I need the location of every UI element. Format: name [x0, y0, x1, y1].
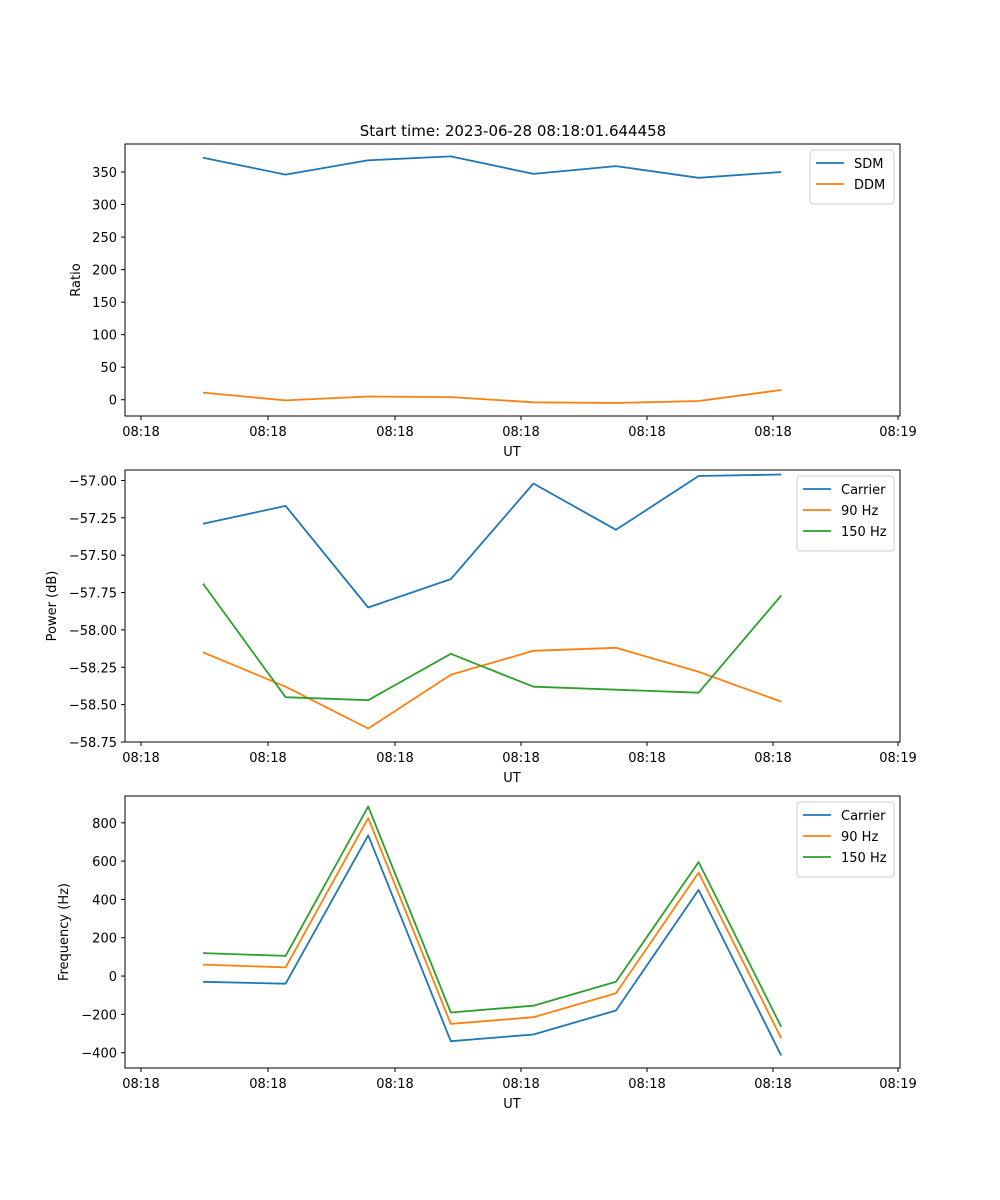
legend-label: Carrier	[841, 483, 886, 498]
axes-frame	[124, 469, 901, 743]
series-line-sdm	[202, 155, 782, 179]
x-tick-label: 08:18	[502, 425, 539, 440]
legend-label: 90 Hz	[841, 830, 878, 845]
chart-panel-1: 08:18 08:18 08:18 08:18 08:18 08:18 08:19 0 50 10…	[69, 143, 917, 460]
y-tick-label: 400	[92, 893, 117, 908]
y-axis-label: Frequency (Hz)	[57, 883, 72, 981]
x-tick-label: 08:18	[754, 425, 791, 440]
x-tick-label: 08:18	[376, 425, 413, 440]
y-tick-label: −57.75	[69, 587, 117, 602]
y-tick-label: 0	[109, 394, 117, 409]
y-axis-label: Ratio	[69, 263, 84, 296]
legend: Carrier 90 Hz 150 Hz	[796, 475, 895, 552]
x-tick-label: 08:18	[754, 751, 791, 766]
legend-label: 90 Hz	[841, 504, 878, 519]
legend-label: SDM	[854, 157, 883, 172]
y-tick-label: 100	[92, 329, 117, 344]
legend: Carrier 90 Hz 150 Hz	[796, 801, 895, 878]
x-tick-label: 08:19	[879, 1077, 916, 1092]
x-tick-label: 08:18	[249, 425, 286, 440]
x-tick-label: 08:18	[376, 751, 413, 766]
y-tick-label: −58.00	[69, 624, 117, 639]
axes-frame	[124, 795, 901, 1069]
series-line-150-hz	[202, 805, 783, 1028]
x-tick-label: 08:18	[249, 1077, 286, 1092]
x-tick-label: 08:18	[502, 1077, 539, 1092]
x-tick-label: 08:18	[628, 751, 665, 766]
y-tick-label: −57.25	[69, 512, 117, 527]
legend-label: 150 Hz	[841, 851, 887, 866]
legend: SDM DDM	[809, 149, 895, 205]
plots: 08:18 08:18 08:18 08:18 08:18 08:18 08:19 0 50 10…	[45, 143, 917, 1112]
legend-label: Carrier	[841, 809, 886, 824]
chart-panel-3: 08:18 08:18 08:18 08:18 08:18 08:18 08:19 −400 −…	[57, 795, 917, 1112]
x-tick-label: 08:18	[754, 1077, 791, 1092]
series-line-carrier	[202, 473, 782, 609]
legend-label: 150 Hz	[841, 525, 887, 540]
y-tick-label: 300	[92, 199, 117, 214]
x-tick-label: 08:18	[249, 751, 286, 766]
y-tick-label: −58.25	[69, 661, 117, 676]
y-tick-label: 800	[92, 817, 117, 832]
legend-box	[796, 801, 895, 878]
legend-label: DDM	[854, 178, 885, 193]
x-tick-label: 08:18	[502, 751, 539, 766]
y-tick-label: −57.00	[69, 474, 117, 489]
y-tick-label: −400	[81, 1047, 117, 1062]
x-tick-label: 08:18	[122, 1077, 159, 1092]
y-tick-label: −200	[81, 1008, 117, 1023]
x-tick-label: 08:18	[376, 1077, 413, 1092]
x-tick-label: 08:18	[628, 425, 665, 440]
y-tick-label: 200	[92, 264, 117, 279]
x-tick-label: 08:19	[879, 751, 916, 766]
series-line-90-hz	[202, 817, 783, 1039]
y-tick-label: −58.50	[69, 699, 117, 714]
x-axis-label: UT	[503, 1097, 521, 1112]
x-tick-label: 08:19	[879, 425, 916, 440]
y-tick-label: 50	[100, 361, 117, 376]
axes-frame	[124, 143, 901, 417]
series-line-ddm	[202, 389, 782, 404]
y-axis-label: Power (dB)	[45, 571, 60, 642]
legend-box	[796, 475, 895, 552]
y-tick-label: 250	[92, 231, 117, 246]
chart-panel-2: 08:18 08:18 08:18 08:18 08:18 08:18 08:19 −58.7…	[45, 469, 917, 786]
y-tick-label: 200	[92, 932, 117, 947]
x-axis-label: UT	[503, 771, 521, 786]
x-tick-label: 08:18	[122, 425, 159, 440]
y-tick-label: −58.75	[69, 736, 117, 751]
series-line-150-hz	[202, 583, 782, 702]
x-tick-label: 08:18	[122, 751, 159, 766]
x-tick-label: 08:18	[628, 1077, 665, 1092]
y-tick-label: 600	[92, 855, 117, 870]
y-tick-label: 150	[92, 296, 117, 311]
x-axis-label: UT	[503, 445, 521, 460]
series-line-90-hz	[202, 646, 782, 730]
y-tick-label: 350	[92, 166, 117, 181]
y-tick-label: 0	[109, 970, 117, 985]
series-line-carrier	[202, 834, 783, 1056]
y-tick-label: −57.50	[69, 549, 117, 564]
figure-title: Start time: 2023-06-28 08:18:01.644458	[360, 122, 666, 140]
